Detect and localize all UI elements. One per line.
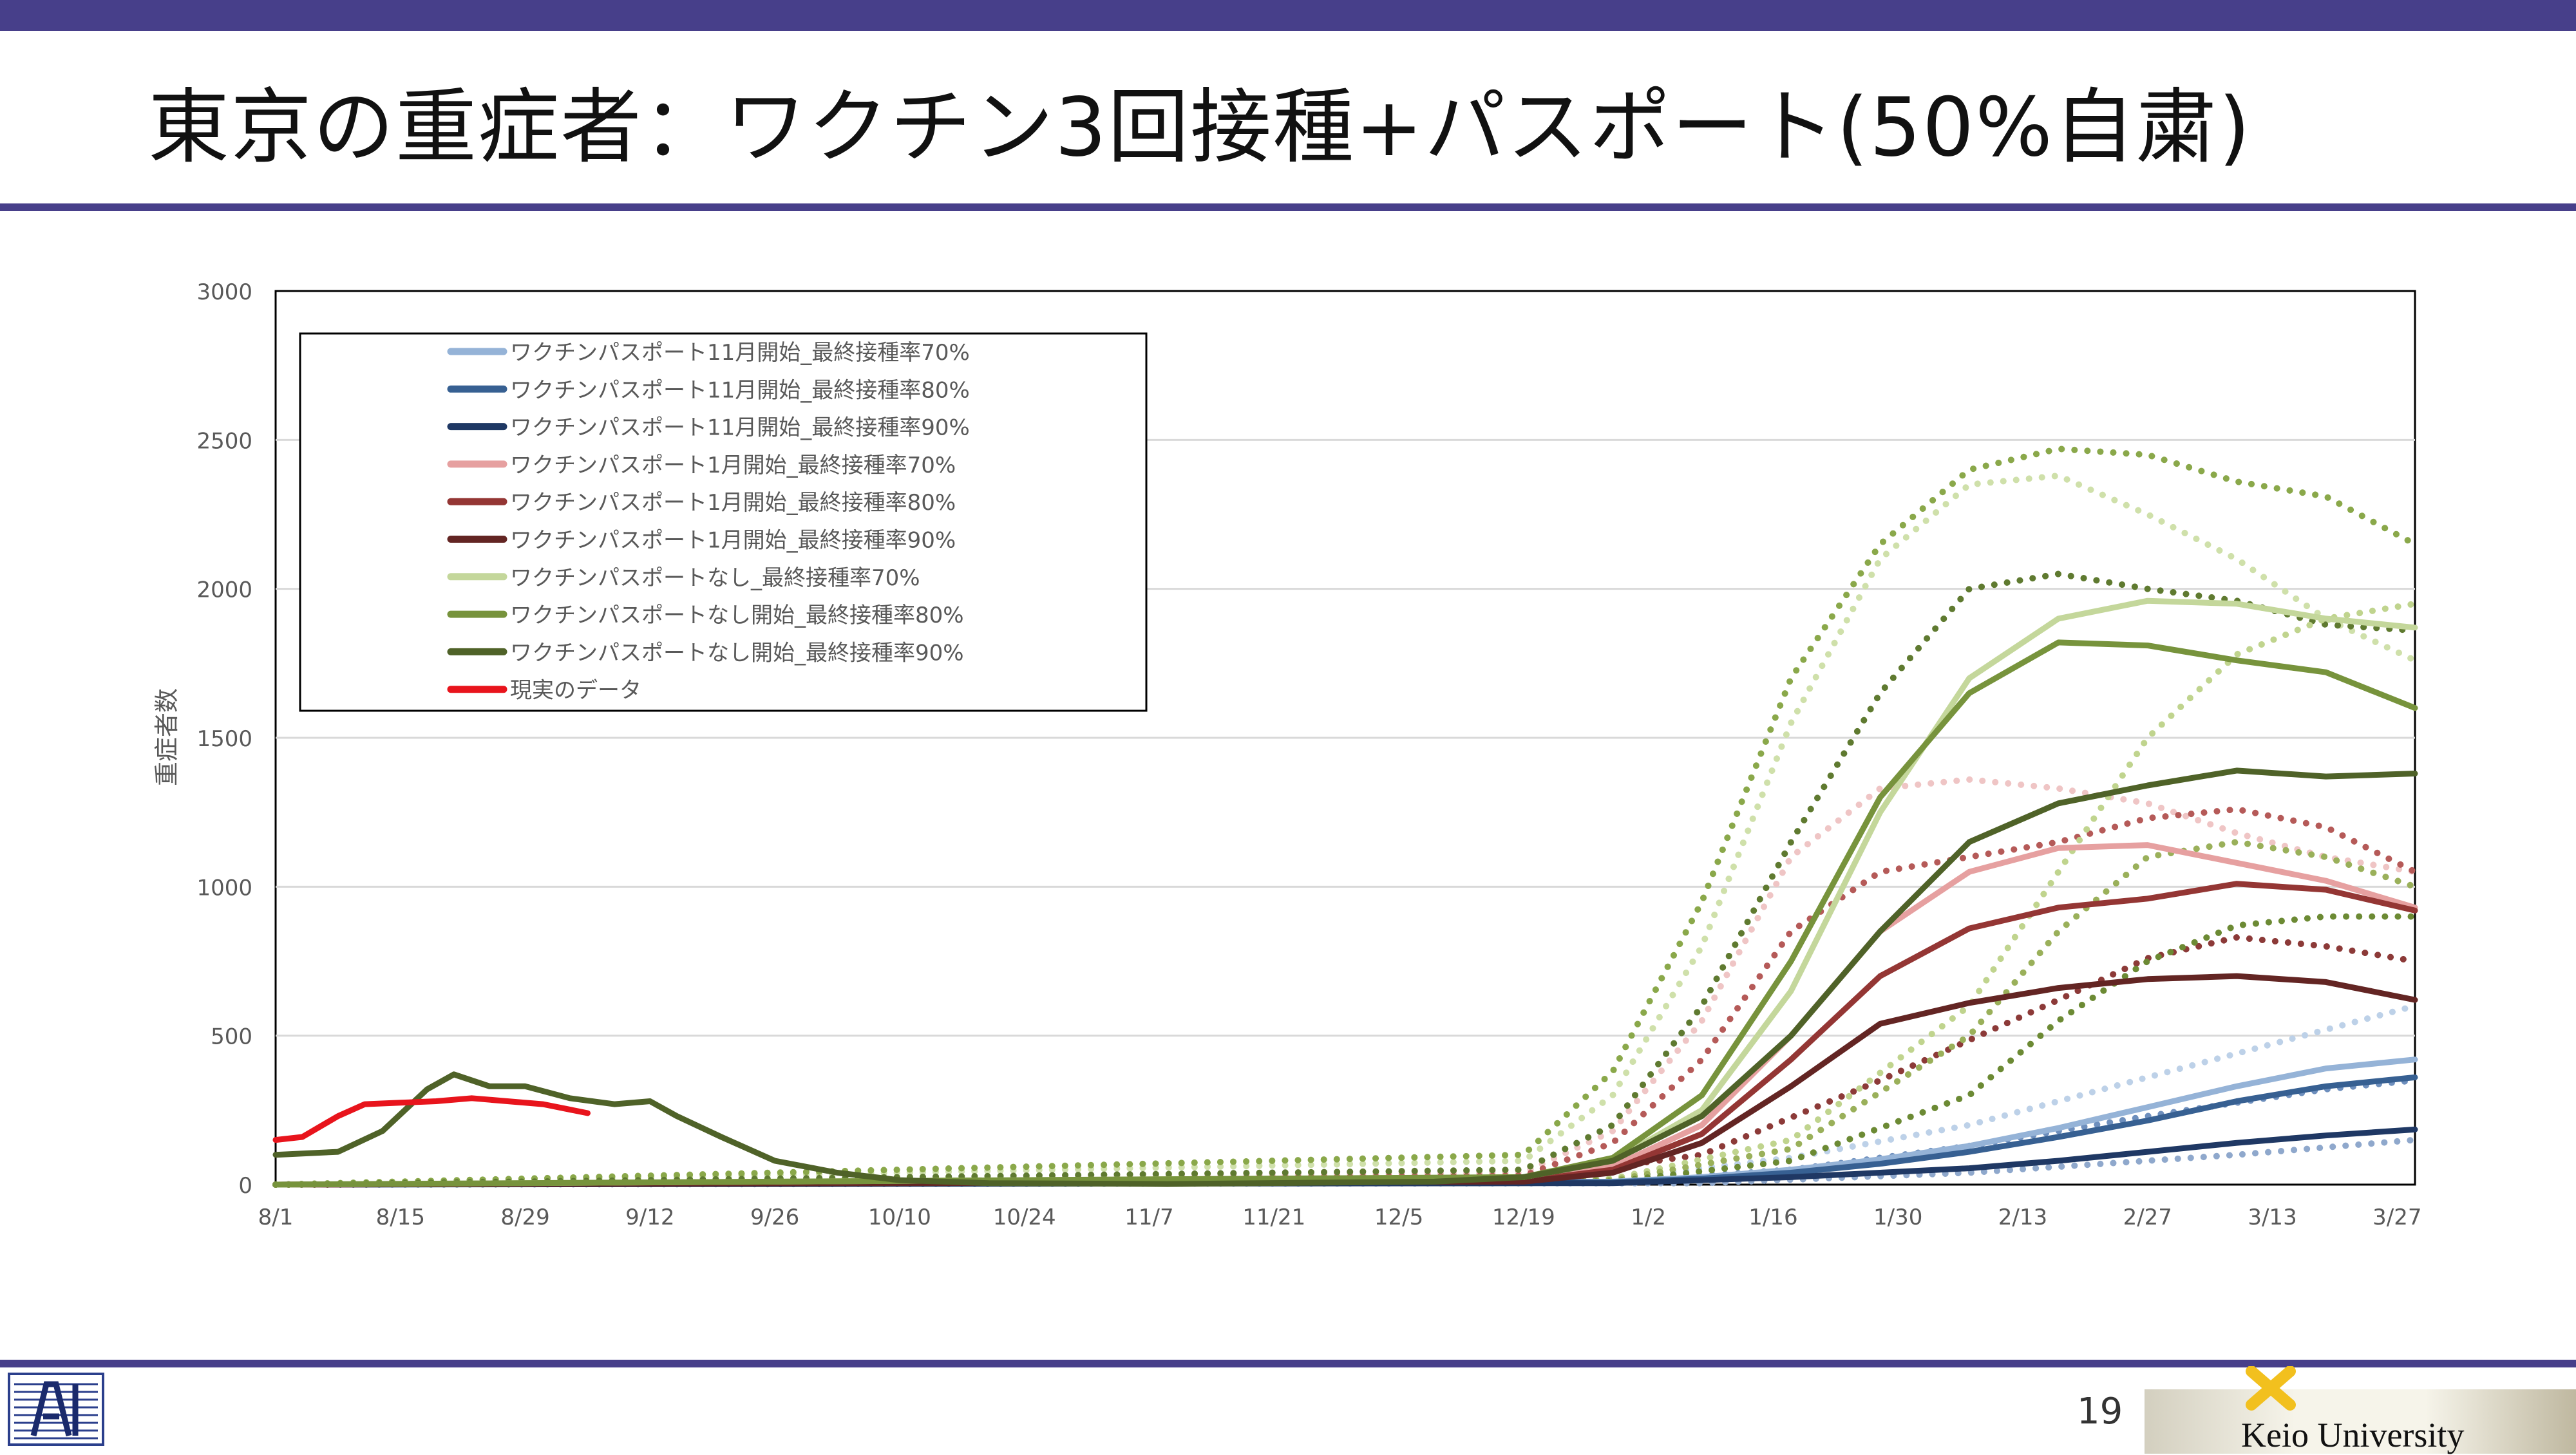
x-tick-label: 10/24: [993, 1205, 1056, 1230]
legend-entry: 現実のデータ: [510, 678, 641, 704]
legend-entry: ワクチンパスポート11月開始_最終接種率90%: [510, 415, 970, 441]
x-tick-label: 12/5: [1374, 1205, 1423, 1230]
x-tick-label: 9/26: [750, 1205, 799, 1230]
title-divider: [0, 203, 2576, 211]
slide-title: 東京の重症者：ワクチン3回接種+パスポート(50%自粛): [148, 80, 2252, 174]
x-tick-label: 2/27: [2123, 1205, 2172, 1230]
chart: 0 500 1000 1500 2000 2500 3000 8/1 8/15 8/29 9/12…: [153, 279, 2421, 1230]
y-tick-label: 1500: [196, 726, 252, 752]
lab-logo-icon: [8, 1373, 104, 1446]
dotted-scenario-line: [272, 446, 2418, 1188]
page-number: 19: [2077, 1391, 2123, 1432]
x-tick-label: 3/13: [2248, 1205, 2297, 1230]
legend-entry: ワクチンパスポートなし開始_最終接種率90%: [510, 640, 964, 666]
series-line: [272, 1095, 591, 1143]
legend-entry: ワクチンパスポートなし_最終接種率70%: [510, 565, 920, 591]
x-tick-label: 8/29: [500, 1205, 549, 1230]
series-line: [272, 1126, 2418, 1188]
university-name: Keio University: [2241, 1416, 2465, 1454]
x-tick-label: 12/19: [1492, 1205, 1555, 1230]
keio-logo: Keio University: [2145, 1366, 2576, 1454]
x-tick-label: 8/15: [376, 1205, 425, 1230]
keio-pen-icon: [2246, 1366, 2296, 1411]
legend-entry: ワクチンパスポート1月開始_最終接種率80%: [510, 490, 956, 516]
legend-entry: ワクチンパスポート11月開始_最終接種率80%: [510, 377, 970, 403]
x-tick-label: 10/10: [868, 1205, 931, 1230]
top-accent-bar: [0, 0, 2576, 31]
dotted-scenario-line: [272, 776, 2418, 1188]
dotted-scenario-line: [272, 806, 2418, 1188]
x-tick-label: 9/12: [625, 1205, 674, 1230]
x-tick-label: 8/1: [258, 1205, 294, 1230]
y-tick-label: 2000: [196, 577, 252, 603]
legend-box: [299, 332, 1148, 712]
legend-entry: ワクチンパスポート11月開始_最終接種率70%: [510, 340, 970, 366]
x-tick-label: 11/7: [1124, 1205, 1173, 1230]
legend: ワクチンパスポート11月開始_最終接種率70% ワクチンパスポート11月開始_最終…: [299, 332, 1148, 712]
y-tick-label: 2500: [196, 428, 252, 454]
dotted-scenario-line: [272, 472, 2418, 1188]
x-tick-label: 2/13: [1998, 1205, 2047, 1230]
x-tick-label: 11/21: [1242, 1205, 1305, 1230]
series-line: [272, 767, 2418, 1187]
footer-divider: [0, 1360, 2576, 1367]
x-tick-label: 1/16: [1748, 1205, 1797, 1230]
legend-entry: ワクチンパスポートなし開始_最終接種率80%: [510, 603, 964, 628]
y-tick-label: 500: [211, 1024, 252, 1050]
x-tick-label: 3/27: [2372, 1205, 2421, 1230]
x-tick-label: 1/2: [1631, 1205, 1666, 1230]
dotted-scenario-line: [272, 600, 2418, 1188]
dotted-scenario-line: [272, 1136, 2418, 1188]
dotted-scenario-line: [272, 913, 2418, 1188]
dotted-scenario-line: [272, 1002, 2418, 1188]
y-tick-label: 1000: [196, 875, 252, 901]
dotted-scenario-line: [272, 838, 2418, 1188]
x-tick-label: 1/30: [1873, 1205, 1922, 1230]
series-line: [272, 973, 2418, 1188]
y-tick-label: 3000: [196, 279, 252, 305]
legend-entry: ワクチンパスポート1月開始_最終接種率90%: [510, 528, 956, 554]
legend-entry: ワクチンパスポート1月開始_最終接種率70%: [510, 453, 956, 478]
y-tick-label: 0: [238, 1173, 252, 1199]
y-axis-label: 重症者数: [153, 688, 181, 786]
